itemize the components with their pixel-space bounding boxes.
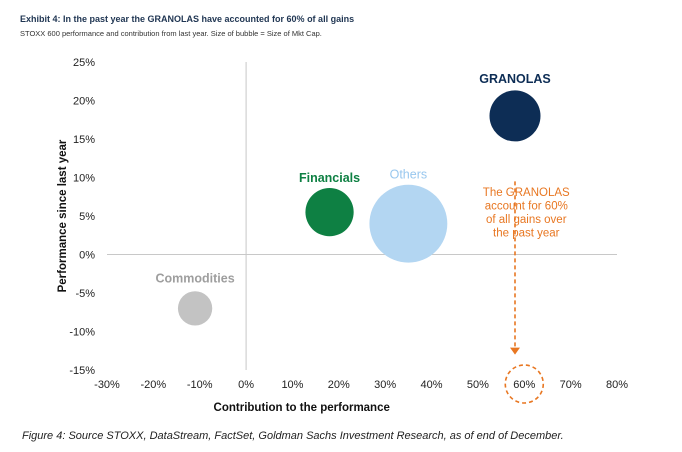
bubble-chart: -15% -10% -5% 0% 5% 10% 15% 20% 25% -30% -20% -10% 0…	[57, 57, 628, 414]
bubble-label-commodities: Commodities	[155, 271, 234, 285]
annotation-text-line: the past year	[493, 227, 560, 239]
y-tick-label: -15%	[69, 365, 95, 377]
annotation-text-line: account for 60%	[485, 200, 568, 212]
x-tick-label: 20%	[328, 379, 350, 391]
x-tick-label: 50%	[467, 379, 489, 391]
chart-title: Exhibit 4: In the past year the GRANOLAS…	[20, 14, 355, 24]
x-tick-label: 0%	[238, 379, 254, 391]
x-tick-label: 40%	[421, 379, 443, 391]
x-tick-label: -30%	[94, 379, 120, 391]
y-axis-title: Performance since last year	[57, 139, 69, 292]
y-tick-label: -10%	[69, 327, 95, 339]
bubble-label-others: Others	[390, 168, 428, 182]
y-tick-label: 0%	[79, 250, 95, 262]
bubble-commodities	[177, 291, 213, 326]
y-tick-label: 25%	[73, 57, 95, 69]
figure-caption: Figure 4: Source STOXX, DataStream, Fact…	[22, 430, 564, 442]
y-tick-label: 20%	[73, 96, 95, 108]
x-tick-label: 10%	[281, 379, 303, 391]
y-tick-label: 15%	[73, 134, 95, 146]
x-tick-label: 30%	[374, 379, 396, 391]
annotation-text-line: The GRANOLAS	[483, 187, 570, 199]
y-tick-label: -5%	[75, 288, 95, 300]
x-tick-label: 70%	[560, 379, 582, 391]
annotation-arrowhead	[510, 347, 520, 355]
x-tick-label: 60%	[513, 379, 535, 391]
x-axis-title: Contribution to the performance	[214, 402, 390, 414]
annotation-text-line: of all gains over	[486, 214, 567, 226]
highlight-tick-circle	[504, 364, 545, 404]
bubble-others	[369, 184, 448, 263]
bubble-granolas	[489, 90, 541, 142]
x-tick-label: 80%	[606, 379, 628, 391]
y-tick-label: 5%	[79, 211, 95, 223]
chart-subtitle: STOXX 600 performance and contribution f…	[20, 29, 322, 38]
bubble-label-financials: Financials	[299, 171, 360, 185]
bubble-label-granolas: GRANOLAS	[479, 72, 551, 86]
y-tick-label: 10%	[73, 173, 95, 185]
bubble-financials	[305, 188, 354, 237]
x-tick-label: -10%	[187, 379, 213, 391]
x-tick-label: -20%	[141, 379, 167, 391]
